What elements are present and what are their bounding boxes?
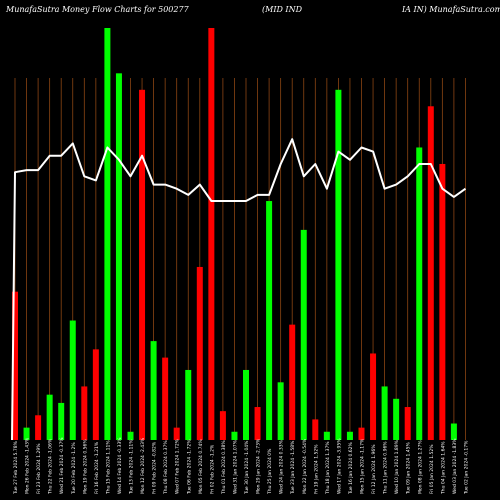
x-tick-label: Tue 23 Jan 2024 -1.58% bbox=[290, 440, 296, 495]
x-tick-label: Mon 05 Feb 2024 0.74% bbox=[198, 439, 204, 494]
x-tick-label: Fri 19 Jan 2024 1.52% bbox=[313, 444, 319, 494]
x-tick-label: Mon 08 Jan 2024 1.27% bbox=[417, 440, 423, 494]
x-tick-label: Mon 29 Jan 2024 -2.73% bbox=[256, 438, 262, 494]
money-flow-bar bbox=[219, 411, 226, 440]
grid-lines bbox=[14, 78, 466, 440]
x-tick-label: Thu 04 Jan 2024 1.64% bbox=[440, 441, 446, 495]
money-flow-bar bbox=[81, 386, 88, 440]
x-tick-label: Thu 01 Feb 2024 0.38% bbox=[221, 440, 227, 495]
x-tick-label: Fri 16 Feb 2024 -1.21% bbox=[94, 441, 100, 494]
x-tick-label: Tue 06 Feb 2024 -1.72% bbox=[186, 439, 192, 495]
x-tick-label: Tue 20 Feb 2024 -1.2% bbox=[71, 442, 77, 495]
money-flow-bar bbox=[450, 423, 457, 440]
money-flow-bar bbox=[127, 431, 134, 440]
money-flow-bar bbox=[416, 147, 423, 441]
money-flow-bar bbox=[12, 291, 18, 440]
money-flow-bar bbox=[323, 431, 330, 440]
x-tick-label: Thu 08 Feb 2024 0.37% bbox=[163, 440, 169, 495]
x-tick-label: Tue 27 Feb 2024 5.78% bbox=[13, 440, 19, 495]
money-flow-bar bbox=[346, 431, 353, 440]
x-tick-label: Mon 12 Feb 2024 -2.43% bbox=[140, 437, 146, 494]
money-flow-bar bbox=[312, 419, 319, 440]
x-tick-label: Mon 22 Jan 2024 -0.54% bbox=[302, 438, 308, 494]
x-tick-label: Wed 31 Jan 2024 1.07% bbox=[232, 439, 238, 494]
x-tick-label: Thu 15 Feb 2024 1.11% bbox=[105, 440, 111, 495]
money-flow-bar bbox=[277, 382, 284, 440]
money-flow-bar bbox=[139, 89, 146, 441]
money-flow-bar bbox=[162, 357, 169, 440]
money-flow-bar bbox=[58, 402, 65, 440]
money-flow-bar bbox=[46, 394, 53, 440]
money-flow-bar bbox=[300, 229, 307, 440]
money-flow-bar bbox=[115, 73, 122, 440]
x-tick-label: Fri 23 Feb 2024 1.29% bbox=[36, 443, 42, 494]
money-flow-bar bbox=[254, 407, 261, 440]
x-tick-label: Wed 10 Jan 2024 1.89% bbox=[394, 439, 400, 494]
money-flow-bar bbox=[150, 341, 157, 440]
money-flow-bar bbox=[381, 386, 388, 440]
money-flow-bar bbox=[208, 28, 215, 440]
x-tick-label: Tue 02 Jan 2024 -0.17% bbox=[463, 440, 469, 495]
money-flow-bar bbox=[185, 369, 192, 440]
x-tick-label: Wed 17 Jan 2024 -3.95% bbox=[336, 438, 342, 494]
money-flow-bar bbox=[173, 427, 180, 440]
x-tick-label: Fri 05 Jan 2024 1.52% bbox=[429, 444, 435, 494]
money-flow-bar bbox=[243, 369, 249, 440]
money-flow-bar bbox=[69, 320, 76, 440]
x-tick-labels: Tue 27 Feb 2024 5.78% Mon 26 Feb 2024 -1.… bbox=[13, 437, 469, 495]
money-flow-bar bbox=[289, 324, 296, 440]
money-flow-bar bbox=[104, 28, 111, 440]
money-flow-bar bbox=[231, 431, 238, 440]
x-tick-label: Wed 21 Feb 2024 -0.37% bbox=[59, 437, 65, 494]
x-tick-label: Thu 22 Feb 2024 -1.06% bbox=[48, 438, 54, 495]
chart-header-right: IA IN) MunafaSutra.com bbox=[402, 5, 500, 14]
x-tick-label: Wed 07 Feb 2024 1.72% bbox=[175, 438, 181, 494]
money-flow-bar bbox=[404, 407, 411, 440]
price-line bbox=[11, 138, 467, 441]
x-tick-label: Thu 11 Jan 2024 0.96% bbox=[383, 441, 389, 495]
money-flow-bar bbox=[196, 266, 203, 440]
x-tick-label: Tue 09 Jan 2024 1.45% bbox=[406, 441, 412, 495]
money-flow-bar bbox=[266, 201, 273, 440]
x-tick-label: Tue 16 Jan 2024 0.62% bbox=[348, 441, 354, 495]
money-flow-bar bbox=[92, 349, 99, 440]
x-tick-label: Mon 19 Feb 2024 0.56% bbox=[82, 439, 88, 494]
x-tick-label: Mon 15 Jan 2024 -1.17% bbox=[360, 438, 366, 494]
x-tick-label: Fri 12 Jan 2024 1.96% bbox=[371, 444, 377, 494]
x-tick-label: Tue 13 Feb 2024 -1.11% bbox=[129, 439, 135, 495]
money-flow-bar bbox=[23, 427, 30, 440]
money-flow-bar bbox=[335, 89, 342, 441]
money-flow-bar bbox=[358, 427, 365, 440]
x-tick-label: Mon 26 Feb 2024 -1.43% bbox=[25, 437, 31, 494]
x-tick-label: Thu 25 Jan 2024 0% bbox=[267, 448, 273, 495]
money-flow-bar bbox=[439, 163, 446, 440]
x-tick-label: Fri 09 Feb 2024 -0.82% bbox=[152, 441, 158, 494]
x-tick-label: Fri 02 Feb 2024 -1.2% bbox=[209, 444, 215, 494]
chart-header-left: MunafaSutra Money Flow Charts for 500277 bbox=[6, 5, 189, 14]
x-tick-label: Wed 14 Feb 2024 -0.33% bbox=[117, 437, 123, 494]
x-tick-label: Thu 18 Jan 2024 1.37% bbox=[325, 441, 331, 495]
money-flow-bar bbox=[393, 398, 400, 440]
x-tick-label: Wed 24 Jan 2024 0.33% bbox=[279, 439, 285, 494]
money-flow-bar bbox=[35, 415, 42, 440]
money-flow-bar bbox=[427, 106, 434, 440]
chart-header-middle: (MID IND bbox=[262, 5, 303, 14]
x-tick-label: Wed 03 Jan 2024 -1.83% bbox=[452, 438, 458, 494]
money-flow-bars bbox=[12, 28, 457, 441]
money-flow-bar bbox=[370, 353, 377, 440]
x-tick-label: Tue 30 Jan 2024 -1.04% bbox=[244, 440, 250, 495]
